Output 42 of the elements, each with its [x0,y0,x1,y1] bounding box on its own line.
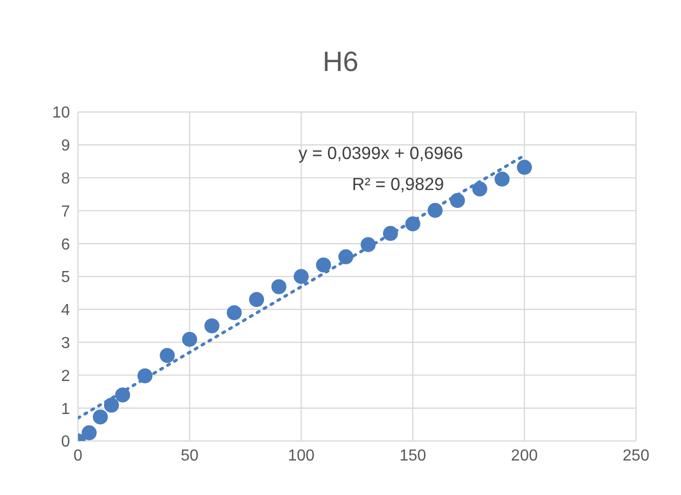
x-tick-label: 250 [622,447,650,464]
chart-title: H6 [322,46,360,78]
y-tick-label: 8 [61,170,70,188]
point [338,249,354,264]
y-tick-label: 3 [61,334,70,352]
point [271,279,286,294]
point [428,202,443,218]
x-tick-label: 100 [288,447,315,464]
y-tick-label: 1 [61,400,70,418]
point [450,193,465,208]
point [294,269,309,284]
point [226,305,242,320]
x-tick-label: 150 [399,447,426,464]
point [160,348,175,363]
point [494,172,510,187]
x-tick-label: 0 [74,447,83,464]
point [104,398,119,413]
y-tick-label: 0 [61,434,70,451]
point [360,237,376,252]
annotation: y = 0,0399x + 0,6966 [298,142,463,165]
x-tick-label: 200 [511,447,538,464]
point [516,160,532,175]
point [115,387,130,402]
annotation: R² = 0,9829 [351,173,445,196]
y-tick-label: 7 [61,203,70,220]
y-tick-label: 4 [61,302,70,320]
y-tick-label: 6 [61,236,70,254]
y-tick-label: 10 [52,104,70,122]
point [182,332,198,347]
point [249,292,264,308]
y-tick-label: 2 [61,368,70,385]
point [82,425,97,440]
point [405,216,420,232]
y-tick-label: 5 [61,269,70,286]
point [92,409,108,424]
point [382,226,398,241]
x-tick-label: 50 [180,447,199,464]
point [204,318,220,334]
point [316,257,332,272]
y-tick-label: 9 [61,138,70,155]
point [137,368,152,384]
point [472,181,488,196]
